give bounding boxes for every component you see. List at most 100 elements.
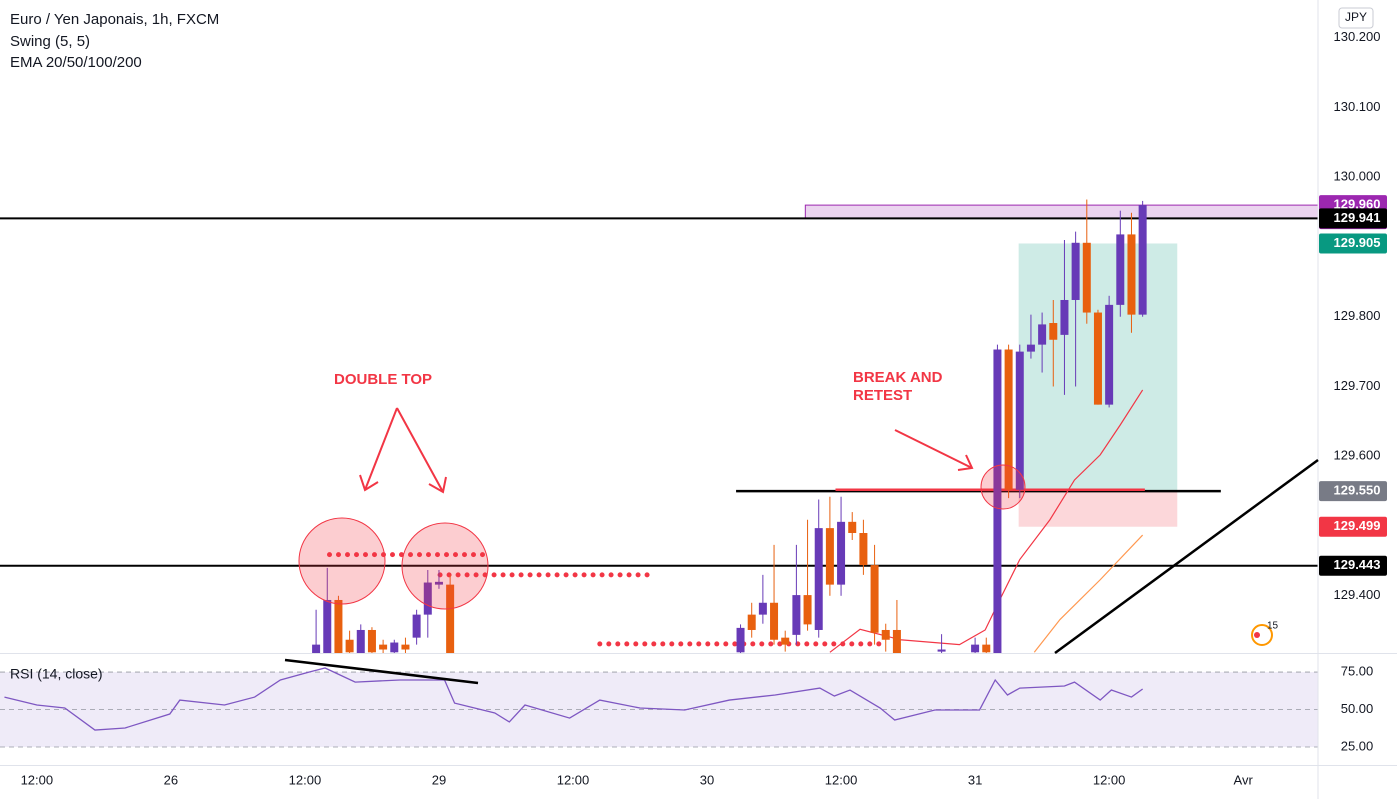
y-tick-label: 130.100	[1334, 99, 1381, 114]
indicator: EMA 20/50/100/200	[10, 54, 142, 71]
candle-body	[1093, 312, 1102, 405]
divergence-line	[284, 658, 479, 685]
candle-body	[993, 349, 1002, 653]
candle-body	[747, 614, 756, 630]
candle-body	[446, 584, 455, 653]
candle-body	[971, 644, 980, 653]
candle-body	[1116, 234, 1125, 305]
candle-body	[401, 644, 410, 650]
y-tick-label: 129.600	[1334, 448, 1381, 463]
y-tick-label: 130.000	[1334, 169, 1381, 184]
candle-body	[781, 637, 790, 645]
price-label: 129.905	[1334, 235, 1381, 250]
candle-body	[792, 595, 801, 635]
candle-body	[758, 602, 767, 615]
rsi-tick-label: 75.00	[1341, 663, 1374, 678]
candle-body	[1004, 349, 1013, 490]
rsi-title: RSI (14, close)	[10, 666, 103, 682]
x-tick-label: 12:00	[557, 772, 590, 787]
annotation: RETEST	[853, 387, 912, 404]
candle-body	[848, 521, 857, 534]
candle-body	[892, 629, 901, 653]
candle-body	[770, 602, 779, 640]
highlight-circle	[980, 464, 1026, 510]
highlight-circle	[401, 522, 489, 610]
candle-body	[1049, 323, 1058, 340]
candle-body	[312, 644, 321, 653]
highlight-circle	[298, 517, 386, 605]
candle-body	[1138, 205, 1147, 315]
price-label: 129.941	[1334, 210, 1381, 225]
indicator: Swing (5, 5)	[10, 33, 90, 50]
candle-body	[881, 629, 890, 640]
candle-body	[825, 528, 834, 585]
candle-body	[345, 639, 354, 653]
candle-body	[379, 644, 388, 650]
candle-body	[870, 565, 879, 633]
candle-body	[859, 533, 868, 566]
chart-title: Euro / Yen Japonais, 1h, FXCM	[10, 11, 219, 28]
rsi-pane	[0, 667, 1318, 748]
candle-body	[367, 629, 376, 653]
resistance-zone	[804, 204, 1318, 219]
candle-body	[1082, 242, 1091, 313]
x-tick-label: 12:00	[1093, 772, 1126, 787]
arrow	[894, 429, 974, 471]
candle-body	[356, 629, 365, 653]
candle-body	[412, 614, 421, 638]
candle-body	[1071, 242, 1080, 300]
price-label: 129.499	[1334, 518, 1381, 533]
y-tick-label: 129.800	[1334, 308, 1381, 323]
candle-body	[1127, 234, 1136, 315]
candle-body	[323, 599, 332, 653]
alert-count: 15	[1267, 621, 1279, 632]
price-label-box	[1319, 233, 1387, 254]
price-label-box	[1319, 555, 1387, 576]
annotation: BREAK AND	[853, 369, 943, 386]
x-tick-label: 30	[700, 772, 714, 787]
candle-body	[1038, 324, 1047, 345]
x-tick-label: 31	[968, 772, 982, 787]
arrow	[359, 407, 398, 492]
annotation: DOUBLE TOP	[334, 371, 432, 388]
candle-body	[937, 649, 946, 652]
y-tick-label: 129.400	[1334, 587, 1381, 602]
x-tick-label: Avr	[1234, 772, 1254, 787]
currency-box[interactable]	[1338, 7, 1374, 29]
alert-icon[interactable]	[1251, 624, 1273, 646]
candle-body	[334, 599, 343, 653]
rsi-tick-label: 50.00	[1341, 701, 1374, 716]
x-tick-label: 12:00	[21, 772, 54, 787]
price-label: 129.550	[1334, 483, 1381, 498]
drawings: DOUBLE TOP BREAK AND RETEST 15	[284, 369, 1319, 685]
arrow	[396, 407, 447, 494]
candle-body	[423, 582, 432, 615]
candle-body	[736, 627, 745, 653]
y-tick-label: 130.200	[1334, 29, 1381, 44]
alert-dot	[1254, 632, 1260, 638]
price-label-box	[1319, 481, 1387, 502]
candle-body	[1015, 351, 1024, 490]
candle-body	[803, 595, 812, 625]
currency: JPY	[1345, 10, 1367, 24]
price-label: 129.443	[1334, 557, 1381, 572]
candle-body	[1105, 304, 1114, 405]
y-tick-label: 129.700	[1334, 378, 1381, 393]
candle-body	[1060, 299, 1069, 335]
candle-body	[814, 528, 823, 630]
x-tick-label: 12:00	[289, 772, 322, 787]
legend: Euro / Yen Japonais, 1h, FXCM Swing (5, …	[10, 11, 219, 682]
price-label-box	[1319, 208, 1387, 229]
candle-body	[1026, 344, 1035, 352]
loss-zone	[1018, 491, 1178, 527]
x-tick-label: 12:00	[825, 772, 858, 787]
arrows	[359, 407, 974, 494]
candle-body	[982, 644, 991, 653]
trend-line	[1054, 458, 1319, 655]
candle-body	[434, 581, 443, 585]
candle-body	[390, 642, 399, 653]
rsi-tick-label: 25.00	[1341, 738, 1374, 753]
